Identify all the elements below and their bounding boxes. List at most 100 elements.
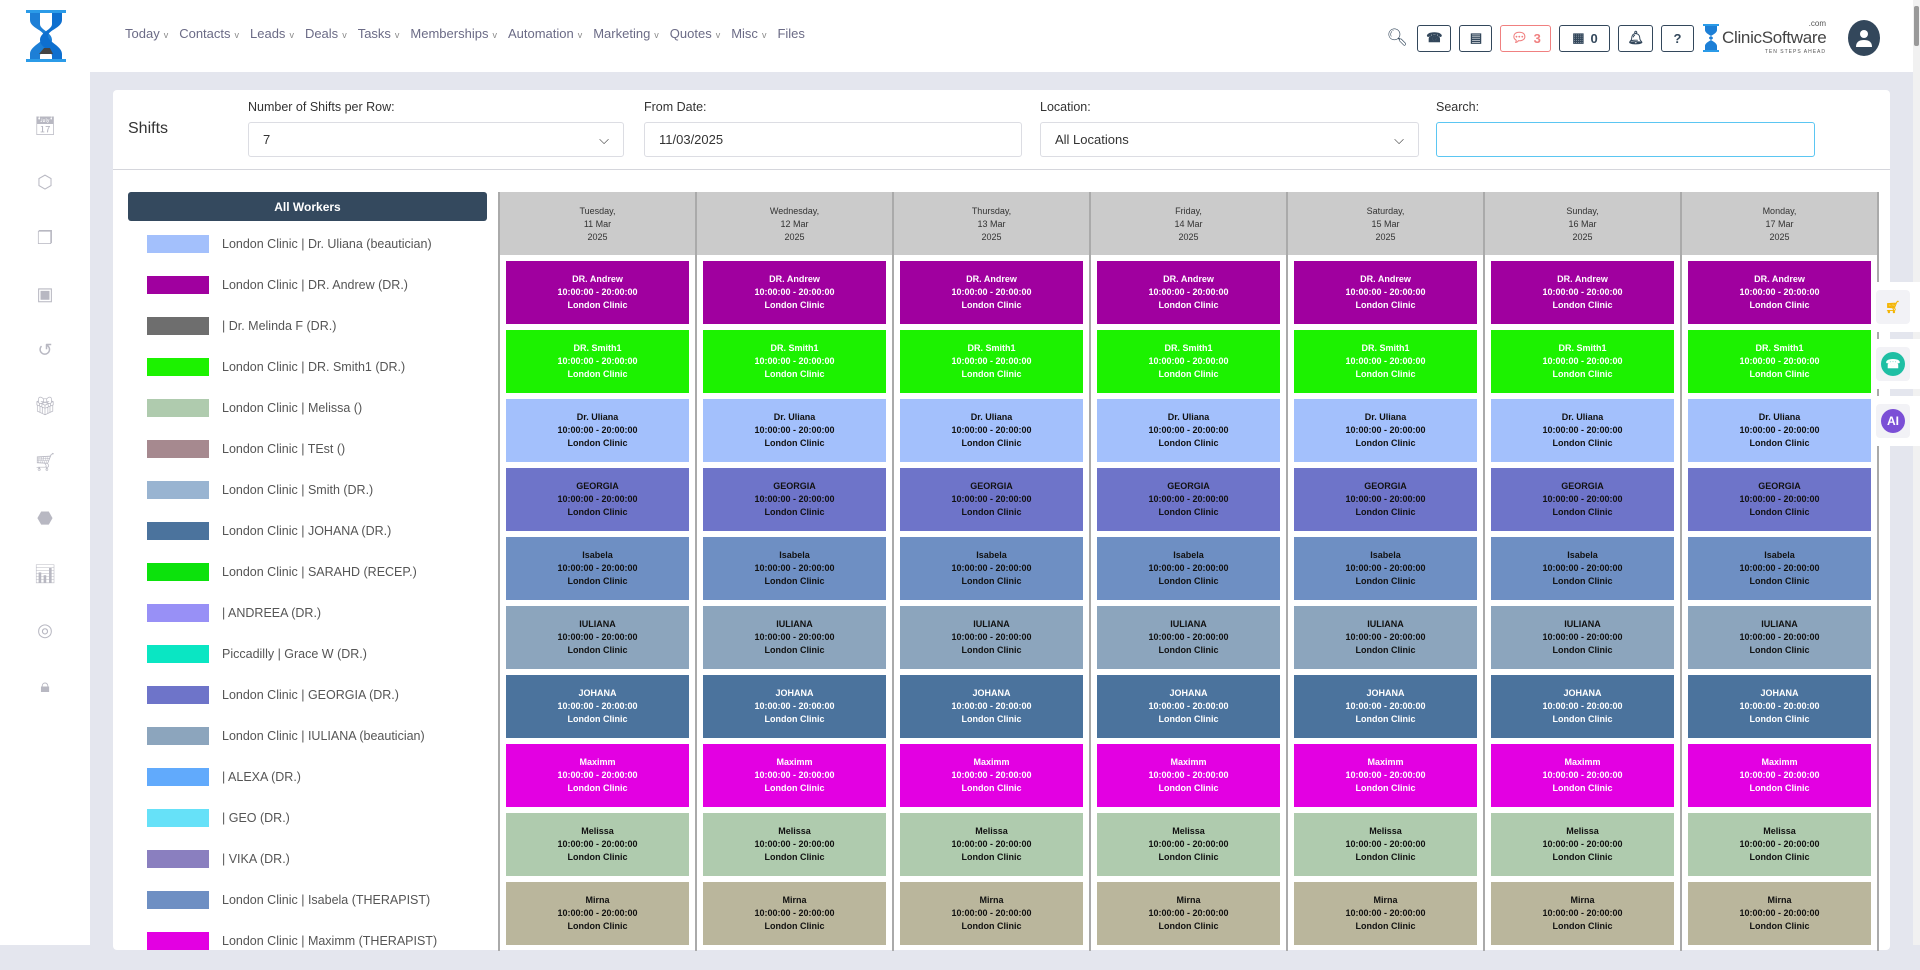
nav-marketing[interactable]: Marketing v: [593, 26, 659, 41]
nav-memberships[interactable]: Memberships v: [410, 26, 497, 41]
nav-misc[interactable]: Misc v: [731, 26, 767, 41]
tag-icon[interactable]: ⬣: [37, 507, 53, 528]
shift-block[interactable]: DR. Smith1 10:00:00 - 20:00:00 London Clin…: [1097, 330, 1280, 393]
legend-item[interactable]: | Dr. Melinda F (DR.): [147, 314, 437, 355]
location-select[interactable]: All Locations ⌵: [1040, 122, 1419, 157]
shifts-per-row-select[interactable]: 7 ⌵: [248, 122, 624, 157]
legend-item[interactable]: London Clinic | Melissa (): [147, 396, 437, 437]
shift-block[interactable]: JOHANA 10:00:00 - 20:00:00 London Clinic: [1294, 675, 1477, 738]
shift-block[interactable]: Maximm 10:00:00 - 20:00:00 London Clinic: [1688, 744, 1871, 807]
legend-item[interactable]: London Clinic | Smith (DR.): [147, 478, 437, 519]
shift-block[interactable]: DR. Smith1 10:00:00 - 20:00:00 London Clin…: [703, 330, 886, 393]
shift-block[interactable]: Mirna 10:00:00 - 20:00:00 London Clinic: [900, 882, 1083, 945]
nav-leads[interactable]: Leads v: [250, 26, 294, 41]
cart-icon[interactable]: 🛒︎: [1876, 290, 1910, 324]
shift-block[interactable]: GEORGIA 10:00:00 - 20:00:00 London Clinic: [900, 468, 1083, 531]
chat-button[interactable]: 💬︎ 3: [1500, 24, 1552, 52]
shift-block[interactable]: GEORGIA 10:00:00 - 20:00:00 London Clinic: [1294, 468, 1477, 531]
shift-block[interactable]: Isabela 10:00:00 - 20:00:00 London Clinic: [1097, 537, 1280, 600]
lock-icon[interactable]: 🔒︎: [40, 675, 50, 696]
shift-block[interactable]: Maximm 10:00:00 - 20:00:00 London Clinic: [1097, 744, 1280, 807]
app-logo[interactable]: [22, 10, 70, 62]
shift-block[interactable]: GEORGIA 10:00:00 - 20:00:00 London Clinic: [703, 468, 886, 531]
shift-block[interactable]: DR. Andrew 10:00:00 - 20:00:00 London Clin…: [1294, 261, 1477, 324]
shift-block[interactable]: Melissa 10:00:00 - 20:00:00 London Clinic: [1097, 813, 1280, 876]
shift-block[interactable]: DR. Andrew 10:00:00 - 20:00:00 London Clin…: [703, 261, 886, 324]
shift-block[interactable]: DR. Smith1 10:00:00 - 20:00:00 London Clin…: [900, 330, 1083, 393]
legend-item[interactable]: | ALEXA (DR.): [147, 765, 437, 806]
legend-item[interactable]: London Clinic | DR. Smith1 (DR.): [147, 355, 437, 396]
shift-block[interactable]: Dr. Uliana 10:00:00 - 20:00:00 London Clin…: [900, 399, 1083, 462]
copy-icon[interactable]: ❐: [36, 227, 54, 248]
shift-block[interactable]: JOHANA 10:00:00 - 20:00:00 London Clinic: [900, 675, 1083, 738]
legend-item[interactable]: London Clinic | IULIANA (beautician): [147, 724, 437, 765]
notifications-button[interactable]: 🔔︎: [1618, 24, 1653, 52]
shift-block[interactable]: IULIANA 10:00:00 - 20:00:00 London Clinic: [1688, 606, 1871, 669]
cart-icon[interactable]: 🛒︎: [33, 451, 57, 472]
nav-deals[interactable]: Deals v: [304, 26, 347, 41]
shift-block[interactable]: IULIANA 10:00:00 - 20:00:00 London Clinic: [1097, 606, 1280, 669]
shift-block[interactable]: DR. Smith1 10:00:00 - 20:00:00 London Clin…: [1491, 330, 1674, 393]
shift-block[interactable]: GEORGIA 10:00:00 - 20:00:00 London Clinic: [506, 468, 689, 531]
shift-block[interactable]: Dr. Uliana 10:00:00 - 20:00:00 London Clin…: [1294, 399, 1477, 462]
shift-block[interactable]: Mirna 10:00:00 - 20:00:00 London Clinic: [1294, 882, 1477, 945]
legend-item[interactable]: | VIKA (DR.): [147, 847, 437, 888]
nav-files[interactable]: Files: [777, 26, 805, 41]
shift-block[interactable]: IULIANA 10:00:00 - 20:00:00 London Clinic: [506, 606, 689, 669]
shift-block[interactable]: Melissa 10:00:00 - 20:00:00 London Clinic: [506, 813, 689, 876]
legend-item[interactable]: London Clinic | SARAHD (RECEP.): [147, 560, 437, 601]
phone-button[interactable]: ☎: [1417, 24, 1452, 52]
whatsapp-icon[interactable]: ☎: [1876, 347, 1910, 381]
shift-block[interactable]: IULIANA 10:00:00 - 20:00:00 London Clinic: [900, 606, 1083, 669]
shift-block[interactable]: DR. Andrew 10:00:00 - 20:00:00 London Clin…: [1688, 261, 1871, 324]
shift-block[interactable]: Isabela 10:00:00 - 20:00:00 London Clinic: [506, 537, 689, 600]
shift-block[interactable]: JOHANA 10:00:00 - 20:00:00 London Clinic: [1688, 675, 1871, 738]
shift-block[interactable]: DR. Andrew 10:00:00 - 20:00:00 London Clin…: [1097, 261, 1280, 324]
shift-block[interactable]: Isabela 10:00:00 - 20:00:00 London Clinic: [1491, 537, 1674, 600]
store-button[interactable]: ▦ 0: [1559, 24, 1611, 52]
shift-block[interactable]: Mirna 10:00:00 - 20:00:00 London Clinic: [506, 882, 689, 945]
shift-block[interactable]: IULIANA 10:00:00 - 20:00:00 London Clinic: [1294, 606, 1477, 669]
shift-block[interactable]: Maximm 10:00:00 - 20:00:00 London Clinic: [1491, 744, 1674, 807]
shift-block[interactable]: Dr. Uliana 10:00:00 - 20:00:00 London Clin…: [1097, 399, 1280, 462]
shift-block[interactable]: Isabela 10:00:00 - 20:00:00 London Clinic: [1688, 537, 1871, 600]
shift-block[interactable]: Isabela 10:00:00 - 20:00:00 London Clinic: [703, 537, 886, 600]
shift-block[interactable]: DR. Andrew 10:00:00 - 20:00:00 London Clin…: [1491, 261, 1674, 324]
box-icon[interactable]: ⬡: [37, 171, 53, 192]
shift-block[interactable]: IULIANA 10:00:00 - 20:00:00 London Clinic: [703, 606, 886, 669]
shift-block[interactable]: DR. Smith1 10:00:00 - 20:00:00 London Clin…: [1294, 330, 1477, 393]
shift-block[interactable]: Maximm 10:00:00 - 20:00:00 London Clinic: [900, 744, 1083, 807]
shift-block[interactable]: Melissa 10:00:00 - 20:00:00 London Clinic: [1294, 813, 1477, 876]
nav-today[interactable]: Today v: [125, 26, 169, 41]
nav-quotes[interactable]: Quotes v: [669, 26, 721, 41]
shift-block[interactable]: Mirna 10:00:00 - 20:00:00 London Clinic: [703, 882, 886, 945]
user-circle-icon[interactable]: ◎: [37, 619, 53, 640]
nav-tasks[interactable]: Tasks v: [357, 26, 400, 41]
shift-block[interactable]: Maximm 10:00:00 - 20:00:00 London Clinic: [1294, 744, 1477, 807]
gift-box-icon[interactable]: ▣: [36, 283, 54, 304]
legend-item[interactable]: London Clinic | Isabela (THERAPIST): [147, 888, 437, 929]
legend-item[interactable]: Piccadilly | Grace W (DR.): [147, 642, 437, 683]
shift-block[interactable]: JOHANA 10:00:00 - 20:00:00 London Clinic: [1097, 675, 1280, 738]
shift-block[interactable]: JOHANA 10:00:00 - 20:00:00 London Clinic: [506, 675, 689, 738]
inbox-button[interactable]: ▤: [1459, 24, 1493, 52]
shift-block[interactable]: Mirna 10:00:00 - 20:00:00 London Clinic: [1491, 882, 1674, 945]
shift-block[interactable]: JOHANA 10:00:00 - 20:00:00 London Clinic: [703, 675, 886, 738]
shift-block[interactable]: Isabela 10:00:00 - 20:00:00 London Clinic: [900, 537, 1083, 600]
page-scrollbar[interactable]: [1913, 0, 1920, 945]
calendar-icon[interactable]: 📅︎: [33, 115, 57, 136]
shift-block[interactable]: Mirna 10:00:00 - 20:00:00 London Clinic: [1097, 882, 1280, 945]
shift-block[interactable]: Melissa 10:00:00 - 20:00:00 London Clinic: [1491, 813, 1674, 876]
shift-block[interactable]: DR. Andrew 10:00:00 - 20:00:00 London Clin…: [506, 261, 689, 324]
shift-block[interactable]: GEORGIA 10:00:00 - 20:00:00 London Clinic: [1688, 468, 1871, 531]
legend-item[interactable]: London Clinic | Maximm (THERAPIST): [147, 929, 437, 970]
help-button[interactable]: ?: [1661, 24, 1694, 52]
shift-block[interactable]: Melissa 10:00:00 - 20:00:00 London Clinic: [1688, 813, 1871, 876]
shift-block[interactable]: Melissa 10:00:00 - 20:00:00 London Clinic: [703, 813, 886, 876]
ai-assistant-icon[interactable]: AI: [1876, 404, 1910, 438]
shift-block[interactable]: Dr. Uliana 10:00:00 - 20:00:00 London Clin…: [1688, 399, 1871, 462]
from-date-input[interactable]: 11/03/2025: [644, 122, 1022, 157]
search-input[interactable]: [1436, 122, 1815, 157]
shift-block[interactable]: Dr. Uliana 10:00:00 - 20:00:00 London Clin…: [506, 399, 689, 462]
shift-block[interactable]: DR. Andrew 10:00:00 - 20:00:00 London Clin…: [900, 261, 1083, 324]
